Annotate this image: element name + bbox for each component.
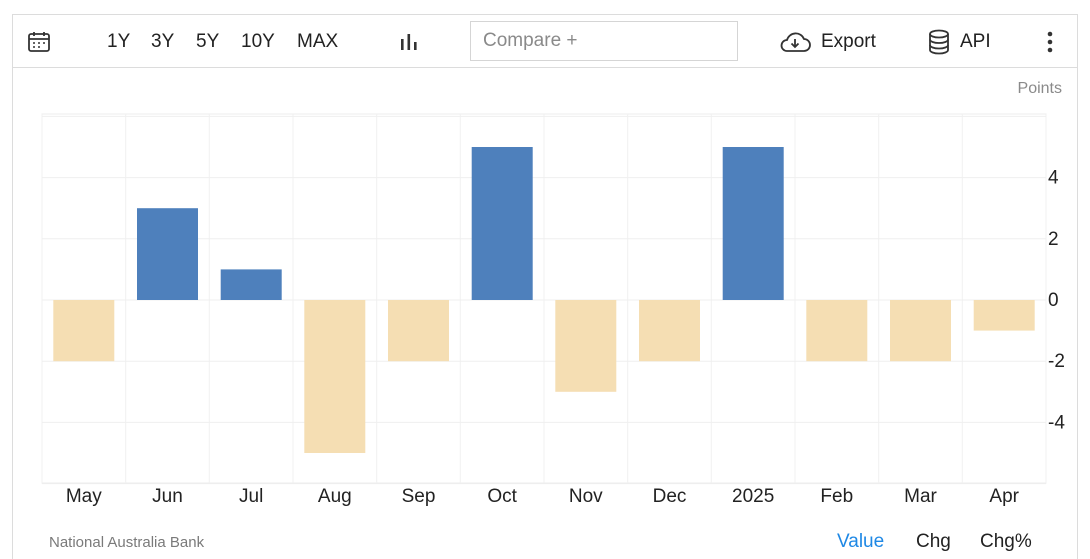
range-3y-button[interactable]: 3Y [151,31,175,52]
range-max-button[interactable]: MAX [297,31,339,52]
calendar-icon[interactable] [27,15,51,69]
export-button[interactable]: Export [779,15,876,69]
compare-input[interactable] [471,22,737,60]
database-icon [928,29,950,55]
source-label: National Australia Bank [49,534,205,551]
range-1y-button[interactable]: 1Y [107,31,131,52]
api-button[interactable]: API [928,15,991,69]
tab-chg[interactable]: Chg [916,531,951,552]
export-label: Export [821,31,876,52]
chart-toolbar: 1Y 3Y 5Y 10Y MAX Export [12,14,1078,68]
compare-field [470,21,738,61]
range-10y-button[interactable]: 10Y [241,31,275,52]
range-5y-button[interactable]: 5Y [196,31,220,52]
chart-type-icon[interactable] [399,15,419,69]
tab-value[interactable]: Value [837,531,885,552]
more-options-icon[interactable] [1047,15,1053,69]
api-label: API [960,31,991,52]
cloud-download-icon [779,31,811,53]
tab-chg-pct[interactable]: Chg% [980,531,1032,552]
chart-frame [12,14,1078,559]
units-label: Points [1017,80,1062,97]
